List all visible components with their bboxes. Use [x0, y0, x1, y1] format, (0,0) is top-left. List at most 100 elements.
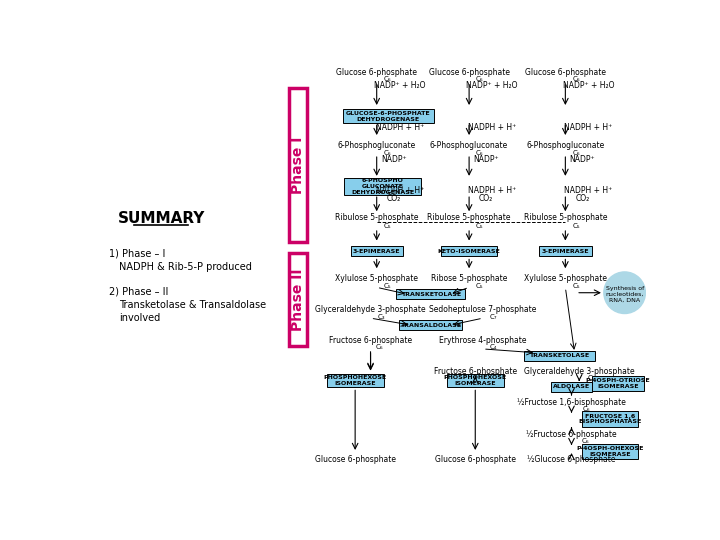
Text: NADPH + H⁺: NADPH + H⁺ — [564, 186, 613, 195]
Text: TRANSALDOLASE: TRANSALDOLASE — [400, 322, 461, 328]
Text: NADPH + H⁺: NADPH + H⁺ — [376, 123, 424, 132]
Text: 6-PHOSPHO
GLUCONATE
DEHYDROGENASE: 6-PHOSPHO GLUCONATE DEHYDROGENASE — [351, 178, 415, 195]
Text: Glyceraldehyde 3-phosphate: Glyceraldehyde 3-phosphate — [524, 367, 634, 376]
FancyBboxPatch shape — [289, 88, 307, 242]
Text: NADP⁺: NADP⁺ — [381, 155, 407, 164]
FancyBboxPatch shape — [399, 320, 462, 330]
Text: KETO-ISOMERASE: KETO-ISOMERASE — [438, 248, 500, 254]
FancyBboxPatch shape — [447, 374, 504, 387]
Text: involved: involved — [119, 313, 160, 323]
Text: SUMMARY: SUMMARY — [117, 211, 204, 226]
FancyBboxPatch shape — [327, 374, 384, 387]
Text: C₆: C₆ — [583, 406, 590, 412]
Text: C₆: C₆ — [572, 150, 580, 156]
Text: C₆: C₆ — [476, 77, 484, 83]
Text: 3-EPIMERASE: 3-EPIMERASE — [353, 248, 400, 254]
Text: 6-Phosphogluconate: 6-Phosphogluconate — [526, 141, 605, 150]
Text: P-4OSPH-OHEXOSE
ISOMERASE: P-4OSPH-OHEXOSE ISOMERASE — [576, 446, 644, 457]
FancyBboxPatch shape — [592, 376, 644, 392]
FancyBboxPatch shape — [552, 382, 592, 392]
Text: Ribulose 5-phosphate: Ribulose 5-phosphate — [523, 213, 607, 222]
Text: Glucose 6-phosphate: Glucose 6-phosphate — [435, 455, 516, 463]
Text: C₆: C₆ — [482, 375, 490, 381]
Text: C₅: C₅ — [384, 283, 391, 289]
FancyBboxPatch shape — [343, 110, 433, 123]
Text: Glucose 6-phosphate: Glucose 6-phosphate — [525, 68, 606, 77]
FancyBboxPatch shape — [523, 351, 595, 361]
Text: NADPH + H⁺: NADPH + H⁺ — [468, 123, 516, 132]
Text: Erythrose 4-phosphate: Erythrose 4-phosphate — [439, 336, 527, 345]
Text: Glucose 6-phosphate: Glucose 6-phosphate — [315, 455, 396, 463]
Text: C₆: C₆ — [384, 77, 391, 83]
FancyBboxPatch shape — [289, 253, 307, 346]
Text: CO₂: CO₂ — [575, 194, 590, 203]
Text: TRANSKETOLASE: TRANSKETOLASE — [400, 292, 461, 297]
Text: C₆: C₆ — [476, 150, 484, 156]
Text: C₆: C₆ — [582, 438, 589, 444]
FancyBboxPatch shape — [539, 246, 592, 256]
Text: NADP⁺ + H₂O: NADP⁺ + H₂O — [563, 81, 614, 90]
Text: Glucose 6-phosphate: Glucose 6-phosphate — [428, 68, 510, 77]
Text: 6-Phosphogluconate: 6-Phosphogluconate — [430, 141, 508, 150]
Text: C₅: C₅ — [476, 222, 484, 229]
Text: 3-EPIMERASE: 3-EPIMERASE — [541, 248, 589, 254]
Text: C₃: C₃ — [377, 314, 385, 320]
Text: NADPH + H⁺: NADPH + H⁺ — [564, 123, 613, 132]
Text: NADPH + H⁺: NADPH + H⁺ — [468, 186, 516, 195]
Text: PHOSPHOHEXOSE
ISOMERASE: PHOSPHOHEXOSE ISOMERASE — [444, 375, 507, 386]
Text: Glucose 6-phosphate: Glucose 6-phosphate — [336, 68, 417, 77]
Text: Phase II: Phase II — [291, 268, 305, 331]
Text: Sedoheptulose 7-phosphate: Sedoheptulose 7-phosphate — [429, 305, 536, 314]
FancyBboxPatch shape — [582, 444, 638, 459]
Text: C₄: C₄ — [490, 345, 498, 350]
Text: Transketolase & Transaldolase: Transketolase & Transaldolase — [119, 300, 266, 310]
Text: C₅: C₅ — [384, 222, 391, 229]
Text: NADPH & Rib-5-P produced: NADPH & Rib-5-P produced — [119, 261, 251, 272]
Text: C₇: C₇ — [490, 314, 498, 320]
Text: NADP⁺ + H₂O: NADP⁺ + H₂O — [374, 81, 426, 90]
Text: FRUCTOSE 1,6
BISPHOSPHATASE: FRUCTOSE 1,6 BISPHOSPHATASE — [578, 414, 642, 424]
Text: C₃: C₃ — [588, 375, 595, 381]
Text: C₅: C₅ — [572, 222, 580, 229]
Text: Xylulose 5-phosphate: Xylulose 5-phosphate — [524, 274, 607, 284]
Text: CO₂: CO₂ — [387, 194, 401, 203]
Text: Ribulose 5-phosphate: Ribulose 5-phosphate — [335, 213, 418, 222]
Text: PHOSPHOHEXOSE
ISOMERASE: PHOSPHOHEXOSE ISOMERASE — [323, 375, 387, 386]
Text: C₆: C₆ — [572, 77, 580, 83]
Text: P-4OSPH-OTRIOSE
ISOMERASE: P-4OSPH-OTRIOSE ISOMERASE — [585, 378, 650, 389]
Circle shape — [604, 272, 645, 314]
Text: Ribose 5-phosphate: Ribose 5-phosphate — [431, 274, 508, 284]
FancyBboxPatch shape — [351, 246, 403, 256]
Text: TRANSKETOLASE: TRANSKETOLASE — [529, 353, 589, 359]
FancyBboxPatch shape — [582, 411, 638, 427]
FancyBboxPatch shape — [344, 178, 421, 195]
Text: C₆: C₆ — [376, 345, 384, 350]
Text: NADP⁺ + H₂O: NADP⁺ + H₂O — [467, 81, 518, 90]
Text: nucleotides,: nucleotides, — [606, 292, 644, 297]
FancyBboxPatch shape — [396, 289, 465, 299]
Text: ALDOLASE: ALDOLASE — [553, 384, 590, 389]
Text: 1) Phase – I: 1) Phase – I — [109, 248, 165, 259]
Text: NADP⁺: NADP⁺ — [570, 155, 595, 164]
Text: C₅: C₅ — [476, 283, 484, 289]
Text: NADP⁺: NADP⁺ — [473, 155, 499, 164]
Text: C₅: C₅ — [572, 283, 580, 289]
Text: Glyceraldehyde 3-phosphate: Glyceraldehyde 3-phosphate — [315, 305, 426, 314]
Text: ½Fructose 1,6-bisphosphate: ½Fructose 1,6-bisphosphate — [517, 397, 626, 407]
Text: Phase I: Phase I — [291, 136, 305, 193]
Text: C₆: C₆ — [384, 150, 391, 156]
Text: Ribulose 5-phosphate: Ribulose 5-phosphate — [428, 213, 511, 222]
FancyBboxPatch shape — [441, 246, 497, 256]
Text: Xylulose 5-phosphate: Xylulose 5-phosphate — [336, 274, 418, 284]
Text: GLUCOSE-6-PHOSPHATE
DEHYDROGENASE: GLUCOSE-6-PHOSPHATE DEHYDROGENASE — [346, 111, 431, 122]
Text: RNA, DNA: RNA, DNA — [609, 298, 640, 303]
Text: Fructose 6-phosphate: Fructose 6-phosphate — [329, 336, 412, 345]
Text: 2) Phase – II: 2) Phase – II — [109, 287, 168, 297]
Text: Synthesis of: Synthesis of — [606, 286, 644, 291]
Text: CO₂: CO₂ — [479, 194, 493, 203]
Text: Fructose 6-phosphate: Fructose 6-phosphate — [433, 367, 517, 376]
Text: ½Glucose 6-phosphate: ½Glucose 6-phosphate — [527, 455, 616, 463]
Text: 6-Phosphogluconate: 6-Phosphogluconate — [338, 141, 416, 150]
Text: ½Fructose 6-phosphate: ½Fructose 6-phosphate — [526, 430, 617, 439]
Text: NADPH + H⁺: NADPH + H⁺ — [376, 186, 424, 195]
